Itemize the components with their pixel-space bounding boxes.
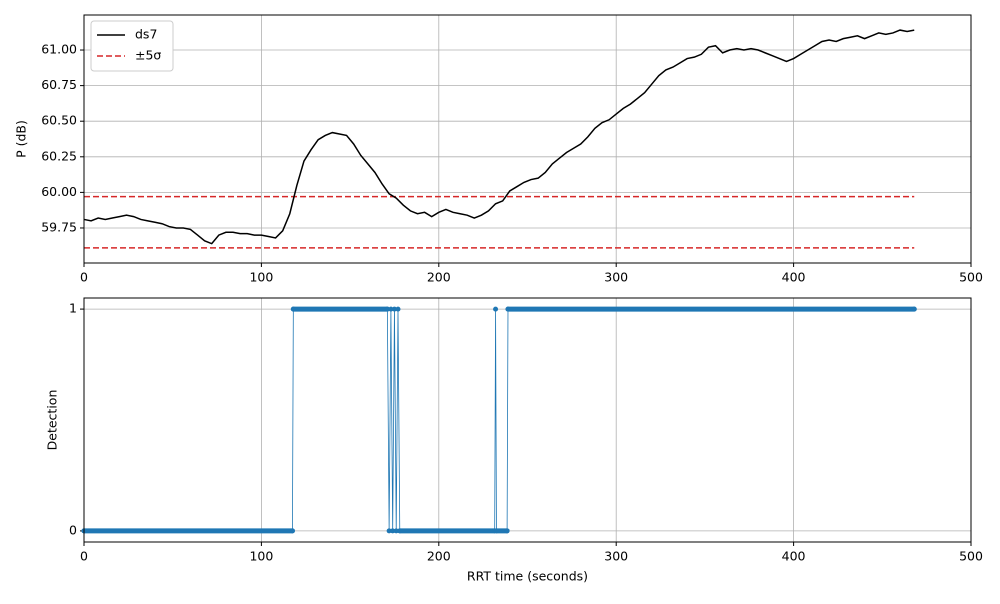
data-line [83,29,915,245]
marker [393,528,399,534]
x-tick-label: 500 [959,549,983,564]
x-tick-label: 400 [782,270,806,285]
x-tick-label: 200 [427,549,451,564]
x-tick-label: 200 [427,270,451,285]
marker [390,528,396,534]
x-tick-label: 0 [80,549,88,564]
y-axis-label: P (dB) [14,120,29,158]
data-line [84,308,915,532]
axes-frame [83,14,972,264]
y-tick-label: 60.25 [41,148,77,163]
marker [386,528,392,534]
y-tick-label: 0 [69,522,77,537]
x-tick-label: 500 [959,270,983,285]
legend-box [90,20,174,72]
y-tick-label: 60.75 [41,77,77,92]
marker [493,306,499,312]
legend-label: ±5σ [135,48,161,63]
marker [388,306,394,312]
x-axis-label: RRT time (seconds) [467,569,588,584]
marker [504,528,510,534]
x-tick-label: 400 [782,549,806,564]
x-tick-label: 300 [604,270,628,285]
marker [391,306,397,312]
x-tick-label: 300 [604,549,628,564]
y-tick-label: 60.50 [41,113,77,128]
x-tick-label: 100 [249,270,273,285]
y-tick-label: 60.00 [41,184,77,199]
y-axis-label: Detection [45,390,60,451]
y-tick-label: 61.00 [41,42,77,57]
y-tick-label: 1 [69,301,77,316]
marker [395,306,401,312]
legend-label: ds7 [135,27,157,42]
x-tick-label: 0 [80,270,88,285]
marker [911,306,917,312]
marker [289,528,295,534]
x-tick-label: 100 [249,549,273,564]
marker [384,306,390,312]
y-tick-label: 59.75 [41,219,77,234]
axes-frame [83,297,972,543]
